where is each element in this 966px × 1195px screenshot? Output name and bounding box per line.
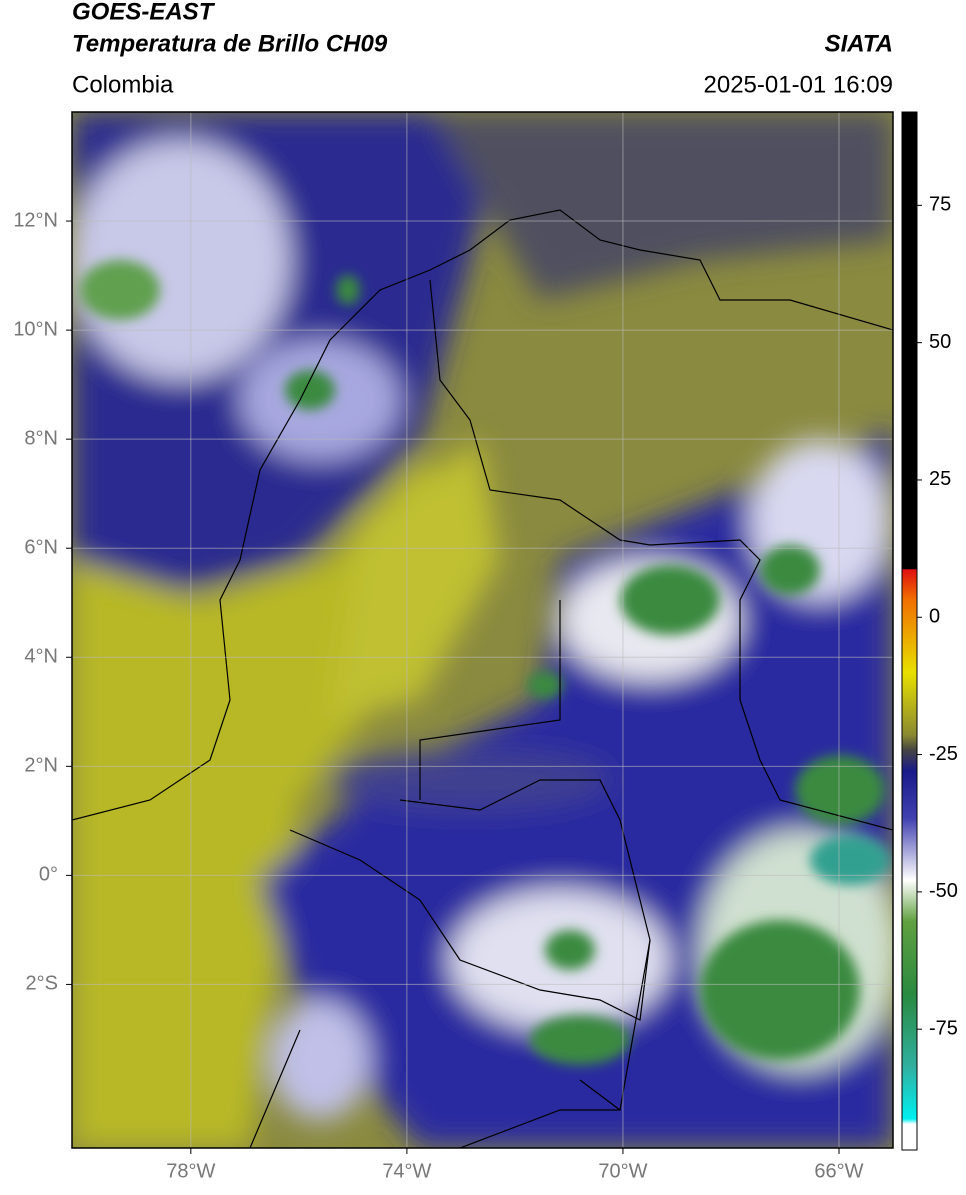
y-tick-label: 10°N (13, 318, 58, 340)
y-tick-label: 12°N (13, 209, 58, 231)
region: Colombia (72, 71, 174, 98)
x-tick-label: 70°W (598, 1160, 647, 1182)
colorbar-tick-label: 75 (929, 194, 951, 216)
y-tick-label: 2°N (24, 755, 58, 777)
y-tick-label: 8°N (24, 427, 58, 449)
x-tick-label: 74°W (382, 1160, 431, 1182)
map-frame (71, 111, 894, 1149)
colorbar-tick-label: -25 (929, 743, 958, 765)
y-tick-label: 4°N (24, 646, 58, 668)
y-tick-label: 6°N (24, 536, 58, 558)
colorbar-tick-label: 0 (929, 606, 940, 628)
colorbar-tick-label: -75 (929, 1017, 958, 1039)
datetime: 2025-01-01 16:09 (704, 71, 894, 98)
x-tick-label: 66°W (814, 1160, 863, 1182)
colorbar-tick-label: 25 (929, 468, 951, 490)
y-tick-label: 0° (39, 864, 58, 886)
title-line1: GOES-EAST (72, 0, 216, 25)
colorbar-tick-label: 50 (929, 331, 951, 353)
colorbar (901, 111, 918, 1151)
y-tick-label: 2°S (26, 973, 58, 995)
satellite-image (72, 112, 893, 1148)
colorbar-tick-label: -50 (929, 880, 958, 902)
x-tick-label: 78°W (166, 1160, 215, 1182)
source: SIATA (825, 30, 893, 57)
title-line2: Temperatura de Brillo CH09 (72, 30, 388, 57)
